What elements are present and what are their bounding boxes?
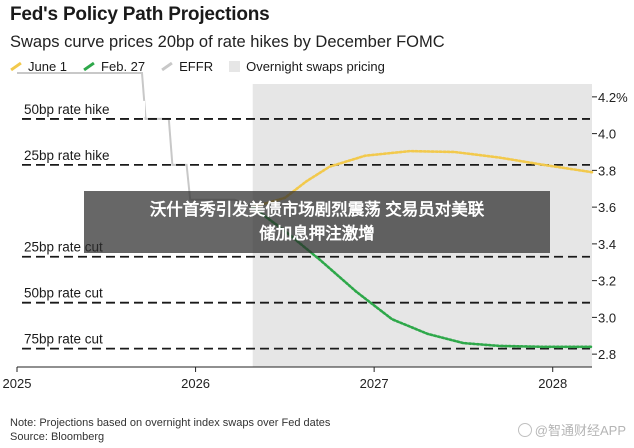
- legend-swatch-swaps: [229, 61, 241, 72]
- watermark-text: @智通财经APP: [534, 423, 626, 438]
- footer-note: Note: Projections based on overnight ind…: [10, 416, 330, 444]
- reference-label-bg: [21, 146, 145, 163]
- x-tick-label: 2027: [360, 376, 389, 391]
- y-tick-label: 2.8: [598, 347, 616, 362]
- y-tick-label: 4.2%: [598, 90, 628, 105]
- watermark: @智通财经APP: [517, 420, 626, 439]
- series-line-june1: [251, 149, 594, 209]
- source-text: Source: Bloomberg: [10, 431, 105, 443]
- reference-label: 25bp rate cut: [24, 240, 103, 255]
- y-tick-label: 3.6: [598, 200, 616, 215]
- chart-subtitle: Swaps curve prices 20bp of rate hikes by…: [10, 33, 445, 51]
- reference-label: 25bp rate hike: [24, 148, 110, 163]
- legend-label-swaps: Overnight swaps pricing: [246, 59, 385, 74]
- y-tick-label: 3.2: [598, 274, 616, 289]
- series-line-effr: [17, 72, 254, 209]
- watermark-logo-icon: [517, 422, 532, 437]
- legend-label-june1: June 1: [28, 59, 68, 74]
- y-tick-label: 3.0: [598, 310, 616, 325]
- legend-label-feb27: Feb. 27: [101, 59, 146, 74]
- legend-item-feb27: Feb. 27: [83, 59, 145, 74]
- x-tick-label: 2028: [538, 376, 567, 391]
- legend-item-effr: EFFR: [161, 59, 213, 74]
- reference-label-bg: [21, 330, 145, 347]
- y-tick-label: 3.4: [598, 237, 616, 252]
- legend: June 1 Feb. 27 EFFR Overnight swaps pric…: [10, 59, 385, 74]
- note-text: Note: Projections based on overnight ind…: [10, 417, 331, 429]
- reference-label: 50bp rate hike: [24, 102, 110, 117]
- x-tick-label: 2026: [181, 376, 210, 391]
- y-tick-label: 3.8: [598, 163, 616, 178]
- reference-label: 75bp rate cut: [24, 332, 103, 347]
- overlay-line-1: 沃什首秀引发美债市场剧烈震荡 交易员对美联: [149, 201, 485, 219]
- chart-title: Fed's Policy Path Projections: [10, 4, 270, 25]
- reference-label-bg: [21, 100, 145, 117]
- headline-overlay: 沃什首秀引发美债市场剧烈震荡 交易员对美联 储加息押注激增: [84, 191, 550, 253]
- legend-item-june1: June 1: [10, 59, 67, 74]
- reference-label-bg: [21, 284, 145, 301]
- reference-label: 50bp rate cut: [24, 286, 103, 301]
- x-tick-label: 2025: [3, 376, 32, 391]
- y-tick-label: 4.0: [598, 127, 616, 142]
- legend-item-swaps: Overnight swaps pricing: [229, 59, 385, 74]
- legend-label-effr: EFFR: [179, 59, 214, 74]
- overlay-line-2: 储加息押注激增: [259, 225, 375, 243]
